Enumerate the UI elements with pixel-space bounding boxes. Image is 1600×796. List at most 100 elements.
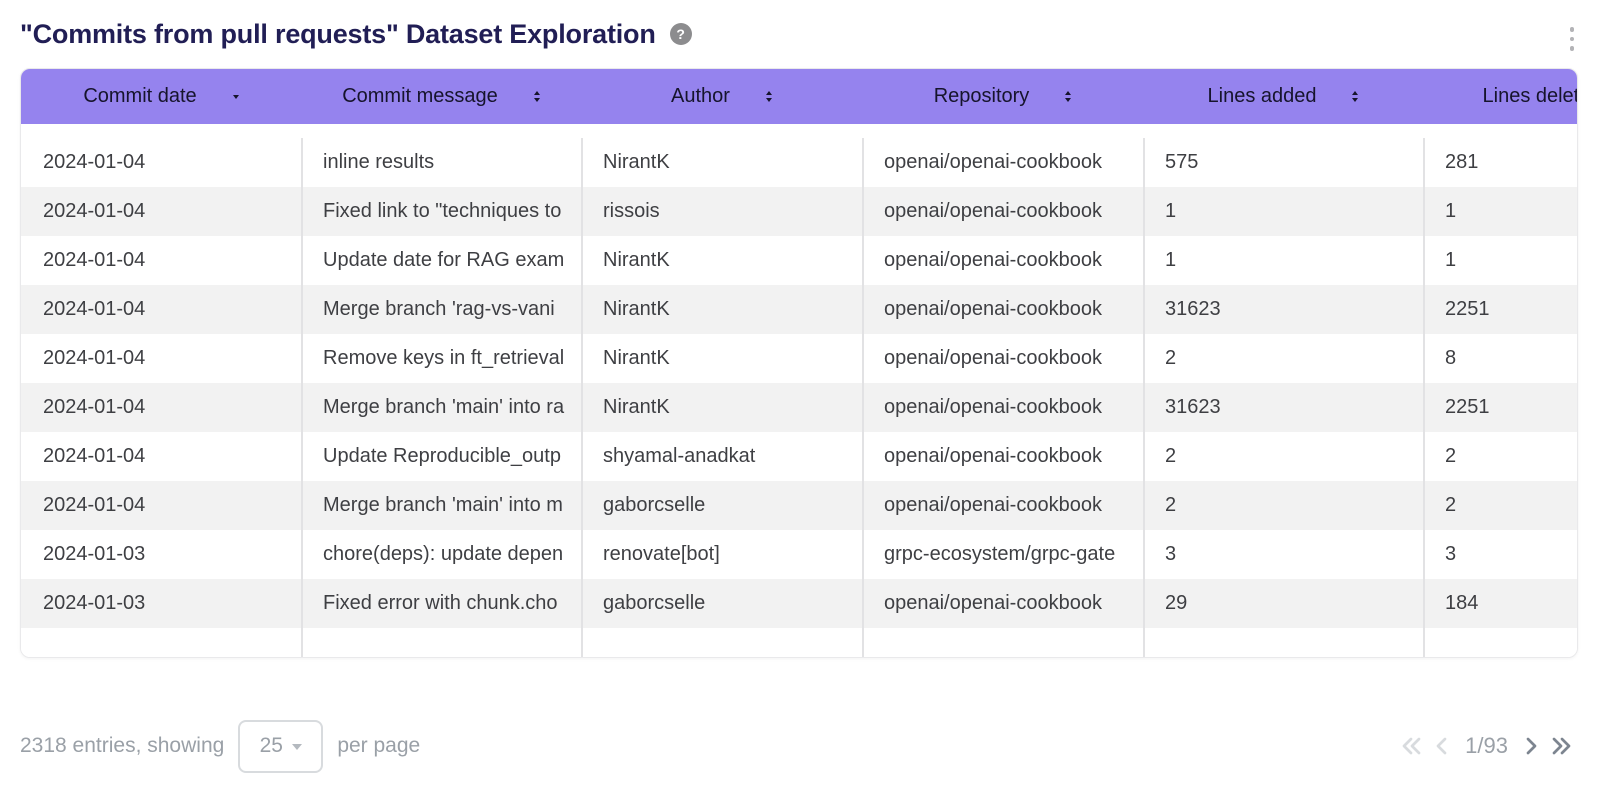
- cell-author: rissois: [581, 187, 862, 236]
- next-page-button[interactable]: [1521, 734, 1541, 758]
- cell-commit-message: Remove keys in ft_retrieval: [301, 334, 581, 383]
- cell-repository: openai/openai-cookbook: [862, 432, 1143, 481]
- table-row: 2024-01-04 inline results NirantK openai…: [21, 138, 1577, 187]
- cell-commit-date: 2024-01-04: [21, 481, 301, 530]
- cell-repository: openai/openai-cookbook: [862, 138, 1143, 187]
- cell-lines-added: 1: [1143, 236, 1423, 285]
- cell-commit-message: Update date for RAG exam: [301, 236, 581, 285]
- previous-page-button[interactable]: [1432, 734, 1452, 758]
- cell-commit-message: Merge branch 'rag-vs-vani: [301, 285, 581, 334]
- cell-lines-deleted: 1: [1423, 236, 1577, 285]
- cell-commit-message: Fixed error with chunk.cho: [301, 579, 581, 628]
- table-row: 2024-01-04 Merge branch 'main' into ra N…: [21, 383, 1577, 432]
- cell-commit-date: 2024-01-04: [21, 334, 301, 383]
- cell-lines-added: 29: [1143, 579, 1423, 628]
- cell-repository: openai/openai-cookbook: [862, 334, 1143, 383]
- cell-repository: openai/openai-cookbook: [862, 187, 1143, 236]
- cell-repository: grpc-ecosystem/grpc-gate: [862, 530, 1143, 579]
- cell-repository: openai/openai-cookbook: [862, 285, 1143, 334]
- column-header-commit-date[interactable]: Commit date: [21, 69, 301, 124]
- cell-author: renovate[bot]: [581, 530, 862, 579]
- commits-table: Commit date Commit message Author Reposi…: [21, 69, 1577, 657]
- cell-lines-added: 2: [1143, 432, 1423, 481]
- cell-commit-message: Merge branch 'main' into m: [301, 481, 581, 530]
- column-header-lines-added[interactable]: Lines added: [1143, 69, 1423, 124]
- cell-commit-date: 2024-01-03: [21, 530, 301, 579]
- page-header: "Commits from pull requests" Dataset Exp…: [20, 14, 1580, 54]
- header-gap: [21, 124, 1577, 138]
- cell-lines-deleted: 2251: [1423, 285, 1577, 334]
- column-header-repository[interactable]: Repository: [862, 69, 1143, 124]
- cell-commit-message: Fixed link to "techniques to: [301, 187, 581, 236]
- page-indicator: 1/93: [1465, 733, 1508, 758]
- column-divider: [301, 138, 303, 657]
- cell-lines-deleted: 8: [1423, 334, 1577, 383]
- cell-author: NirantK: [581, 285, 862, 334]
- cell-commit-date: 2024-01-04: [21, 138, 301, 187]
- cell-lines-added: 2: [1143, 481, 1423, 530]
- chevron-left-icon: [1436, 737, 1447, 755]
- per-page-label: per page: [337, 734, 421, 757]
- column-divider: [581, 138, 583, 657]
- cell-lines-deleted: 2: [1423, 432, 1577, 481]
- cell-lines-deleted: 2: [1423, 481, 1577, 530]
- sort-icon: [533, 91, 540, 102]
- column-header-author[interactable]: Author: [581, 69, 862, 124]
- double-chevron-left-icon: [1402, 737, 1421, 755]
- cell-author: shyamal-anadkat: [581, 432, 862, 481]
- caret-down-icon: [291, 744, 302, 750]
- cell-commit-date: 2024-01-04: [21, 432, 301, 481]
- cell-repository: openai/openai-cookbook: [862, 579, 1143, 628]
- cell-lines-deleted: 281: [1423, 138, 1577, 187]
- table-row: 2024-01-04 Merge branch 'rag-vs-vani Nir…: [21, 285, 1577, 334]
- cell-repository: openai/openai-cookbook: [862, 481, 1143, 530]
- page-size-dropdown[interactable]: 25: [238, 719, 324, 773]
- cell-lines-deleted: 1: [1423, 187, 1577, 236]
- column-header-commit-message[interactable]: Commit message: [301, 69, 581, 124]
- table-row: 2024-01-04 Update Reproducible_outp shya…: [21, 432, 1577, 481]
- cell-author: NirantK: [581, 334, 862, 383]
- cell-lines-added: 31623: [1143, 383, 1423, 432]
- column-divider: [1143, 138, 1145, 657]
- first-page-button[interactable]: [1399, 734, 1425, 758]
- sort-icon: [765, 91, 772, 102]
- column-header-lines-deleted[interactable]: Lines deleted: [1423, 69, 1577, 124]
- cell-author: NirantK: [581, 383, 862, 432]
- table-row: 2024-01-03 Fixed error with chunk.cho ga…: [21, 579, 1577, 628]
- table-row: 2024-01-04 Merge branch 'main' into m ga…: [21, 481, 1577, 530]
- cell-commit-date: 2024-01-04: [21, 187, 301, 236]
- sort-icon: [1065, 91, 1072, 102]
- cell-commit-message: Update Reproducible_outp: [301, 432, 581, 481]
- cell-repository: openai/openai-cookbook: [862, 383, 1143, 432]
- cell-commit-date: 2024-01-03: [21, 579, 301, 628]
- sort-icon: [1352, 91, 1359, 102]
- table-row: 2024-01-04 Fixed link to "techniques to …: [21, 187, 1577, 236]
- cell-lines-added: 575: [1143, 138, 1423, 187]
- cell-commit-message: inline results: [301, 138, 581, 187]
- page-title: "Commits from pull requests" Dataset Exp…: [20, 18, 656, 49]
- cell-commit-message: Merge branch 'main' into ra: [301, 383, 581, 432]
- cell-commit-date: 2024-01-04: [21, 236, 301, 285]
- cell-lines-added: 2: [1143, 334, 1423, 383]
- column-divider: [1423, 138, 1425, 657]
- entries-count-label: 2318 entries, showing: [20, 734, 225, 757]
- cell-commit-date: 2024-01-04: [21, 383, 301, 432]
- cell-repository: openai/openai-cookbook: [862, 236, 1143, 285]
- last-page-button[interactable]: [1548, 734, 1574, 758]
- table-header-row: Commit date Commit message Author Reposi…: [21, 69, 1577, 124]
- table-row: 2024-01-04 Update date for RAG exam Nira…: [21, 236, 1577, 285]
- partial-row: [21, 628, 1577, 657]
- table-footer: 2318 entries, showing 25 per page 1/93: [20, 714, 1574, 778]
- cell-commit-date: 2024-01-04: [21, 285, 301, 334]
- cell-author: gaborcselle: [581, 481, 862, 530]
- help-icon[interactable]: ?: [669, 23, 692, 45]
- cell-lines-added: 31623: [1143, 285, 1423, 334]
- cell-author: NirantK: [581, 236, 862, 285]
- table-row: 2024-01-03 chore(deps): update depen ren…: [21, 530, 1577, 579]
- kebab-menu-icon[interactable]: [1566, 21, 1579, 57]
- column-divider: [862, 138, 864, 657]
- double-chevron-right-icon: [1552, 737, 1571, 755]
- sort-desc-icon: [232, 94, 239, 99]
- cell-lines-deleted: 2251: [1423, 383, 1577, 432]
- cell-lines-added: 1: [1143, 187, 1423, 236]
